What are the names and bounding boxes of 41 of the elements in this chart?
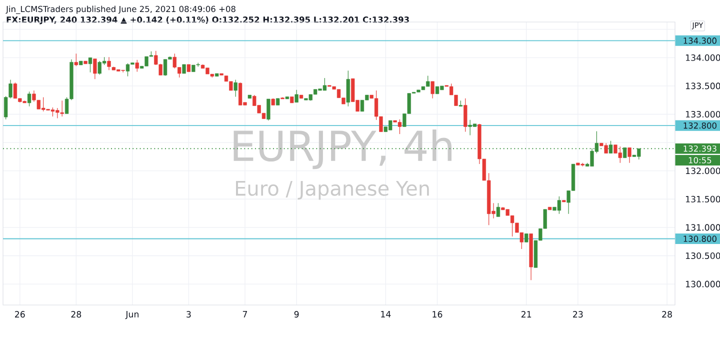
ref-line-label: 132.800 — [684, 122, 716, 129]
x-tick-label: 23 — [573, 311, 583, 318]
y-tick-label: 134.000 — [686, 54, 720, 61]
text: 10:55 — [688, 157, 712, 164]
y-tick-label: 131.000 — [686, 224, 720, 231]
x-tick-label: 28 — [71, 311, 82, 318]
y-tick-label: 133.000 — [686, 110, 720, 118]
x-tick-label: 14 — [381, 311, 391, 318]
x-tick-label: 16 — [432, 311, 442, 318]
annotation: FX:EURJPY, 240 132.394 ▲ +0.142 (+0.11%) O:132.252 H:132.395 L:132.201 C:132.393 — [6, 16, 409, 24]
y-tick-label: 133.500 — [686, 82, 720, 90]
candlestick — [182, 64, 186, 74]
y-tick-label: 132.000 — [686, 168, 720, 174]
candlestick — [27, 91, 32, 107]
candlestick — [294, 90, 298, 103]
y-tick-label: 131.500 — [686, 196, 720, 202]
candlestick — [628, 147, 632, 164]
ref-line-label: 134.300 — [684, 38, 716, 44]
text: Jin_LCMSTraders published June 25, 2021 08:49:06 +08 — [6, 6, 236, 14]
ref-line-label: 130.800 — [684, 236, 716, 242]
x-tick-label: 21 — [521, 311, 532, 318]
ref-line-label: 132.393 — [684, 145, 716, 152]
candlestick — [266, 98, 270, 121]
x-tick-label: 3 — [186, 311, 191, 318]
candlestick — [74, 53, 78, 66]
candlestick — [135, 60, 139, 72]
x-tick-label: 7 — [242, 311, 247, 318]
candlestick — [88, 57, 92, 73]
candlestick — [464, 98, 468, 132]
candlestick — [234, 79, 238, 97]
x-tick-label: 26 — [15, 311, 25, 318]
x-tick-label: 28 — [662, 311, 672, 318]
candlestick — [496, 202, 500, 217]
candlestick — [430, 81, 434, 99]
y-tick-label: 130.000 — [686, 280, 720, 288]
y-tick-label: 130.500 — [686, 252, 720, 260]
candlestick — [346, 70, 350, 107]
x-tick-label: 9 — [294, 311, 299, 318]
candlestick — [107, 56, 111, 70]
x-tick-label: Jun — [125, 311, 138, 320]
candlestick — [93, 58, 97, 80]
